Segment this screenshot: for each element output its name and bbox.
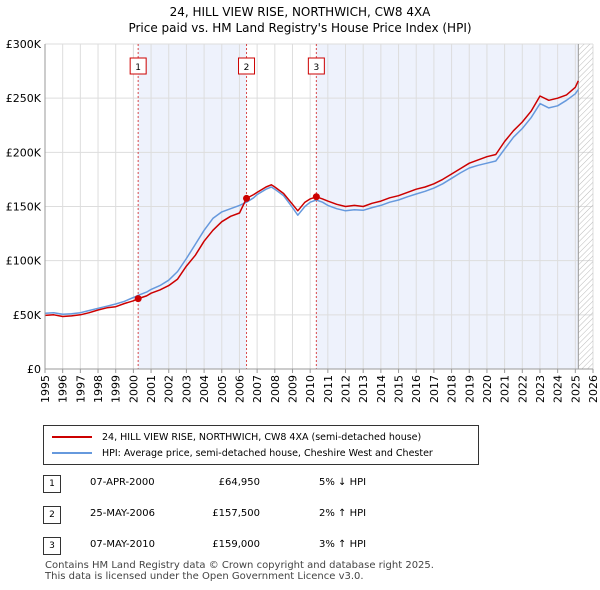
- x-tick-label: 2016: [410, 375, 423, 403]
- x-tick-label: 2006: [233, 375, 246, 403]
- sale-marker-badge: 2: [43, 506, 61, 524]
- footer-licence: This data is licensed under the Open Gov…: [45, 571, 364, 582]
- legend-label-property: 24, HILL VIEW RISE, NORTHWICH, CW8 4XA (…: [102, 431, 422, 443]
- legend-item-hpi: HPI: Average price, semi-detached house,…: [52, 446, 433, 460]
- sale-hpi-diff: 5% ↓ HPI: [319, 477, 367, 488]
- sale-marker-box: [129, 57, 147, 75]
- x-tick-label: 2002: [163, 375, 176, 403]
- x-tick-label: 2005: [216, 375, 229, 403]
- x-tick-label: 2017: [428, 375, 441, 403]
- y-tick-label: £200K: [6, 146, 42, 159]
- x-tick-label: 2007: [251, 375, 264, 403]
- x-tick-label: 1998: [92, 375, 105, 403]
- sale-point: [312, 193, 320, 201]
- x-tick-label: 2003: [180, 375, 193, 403]
- sale-price: £159,000: [212, 539, 260, 550]
- sale-marker-badge: 3: [43, 537, 61, 555]
- sale-date: 07-MAY-2010: [90, 539, 156, 550]
- sale-date: 07-APR-2000: [90, 477, 155, 488]
- x-tick-label: 2015: [393, 375, 406, 403]
- x-tick-label: 2019: [463, 375, 476, 403]
- x-tick-label: 2004: [198, 375, 211, 403]
- x-tick-label: 2009: [286, 375, 299, 403]
- sale-marker-box: [307, 57, 325, 75]
- y-tick-label: £100K: [6, 255, 42, 268]
- legend-swatch-hpi: [52, 452, 92, 454]
- x-tick-label: 2012: [340, 375, 353, 403]
- x-tick-label: 1995: [39, 375, 52, 403]
- x-tick-label: 2010: [304, 375, 317, 403]
- sale-point: [243, 194, 251, 202]
- legend-swatch-property: [52, 436, 92, 438]
- x-tick-label: 2011: [322, 375, 335, 403]
- x-tick-label: 2013: [357, 375, 370, 403]
- sale-date: 25-MAY-2006: [90, 508, 156, 519]
- x-tick-label: 2024: [552, 375, 565, 403]
- x-tick-label: 2008: [269, 375, 282, 403]
- legend-label-hpi: HPI: Average price, semi-detached house,…: [102, 447, 433, 459]
- sale-marker-label: 2: [244, 63, 250, 73]
- sale-price: £64,950: [218, 477, 260, 488]
- y-tick-label: £0: [27, 363, 41, 376]
- chart-subtitle: Price paid vs. HM Land Registry's House …: [128, 21, 472, 35]
- legend: 24, HILL VIEW RISE, NORTHWICH, CW8 4XA (…: [43, 425, 479, 465]
- sale-marker-label: 1: [135, 63, 141, 73]
- chart-title: 24, HILL VIEW RISE, NORTHWICH, CW8 4XA: [169, 5, 431, 19]
- sale-marker-badge: 1: [43, 475, 61, 493]
- y-tick-label: £50K: [13, 309, 42, 322]
- legend-item-property: 24, HILL VIEW RISE, NORTHWICH, CW8 4XA (…: [52, 430, 421, 444]
- y-tick-label: £300K: [6, 38, 42, 51]
- x-tick-label: 2023: [534, 375, 547, 403]
- y-tick-label: £150K: [6, 201, 42, 214]
- x-tick-label: 2020: [481, 375, 494, 403]
- x-tick-label: 1997: [74, 375, 87, 403]
- sale-marker-label: 3: [313, 63, 319, 73]
- sale-marker-box: [238, 57, 256, 75]
- x-tick-label: 2001: [145, 375, 158, 403]
- sale-hpi-diff: 3% ↑ HPI: [319, 539, 367, 550]
- x-tick-label: 2022: [516, 375, 529, 403]
- hatched-region: [578, 44, 593, 369]
- sale-price: £157,500: [212, 508, 260, 519]
- x-tick-label: 2026: [587, 375, 600, 403]
- sale-hpi-diff: 2% ↑ HPI: [319, 508, 367, 519]
- x-tick-label: 2014: [375, 375, 388, 403]
- x-tick-label: 2018: [446, 375, 459, 403]
- footer-copyright: Contains HM Land Registry data © Crown c…: [45, 560, 434, 571]
- x-tick-label: 2025: [569, 375, 582, 403]
- x-tick-label: 2021: [499, 375, 512, 403]
- x-tick-label: 2000: [127, 375, 140, 403]
- sale-point: [134, 295, 142, 303]
- x-tick-label: 1999: [110, 375, 123, 403]
- y-tick-label: £250K: [6, 92, 42, 105]
- x-tick-label: 1996: [57, 375, 70, 403]
- price-chart: 1 2 3 £0 £50K £100K £150K £200K £250K £300K 1995…: [6, 38, 600, 403]
